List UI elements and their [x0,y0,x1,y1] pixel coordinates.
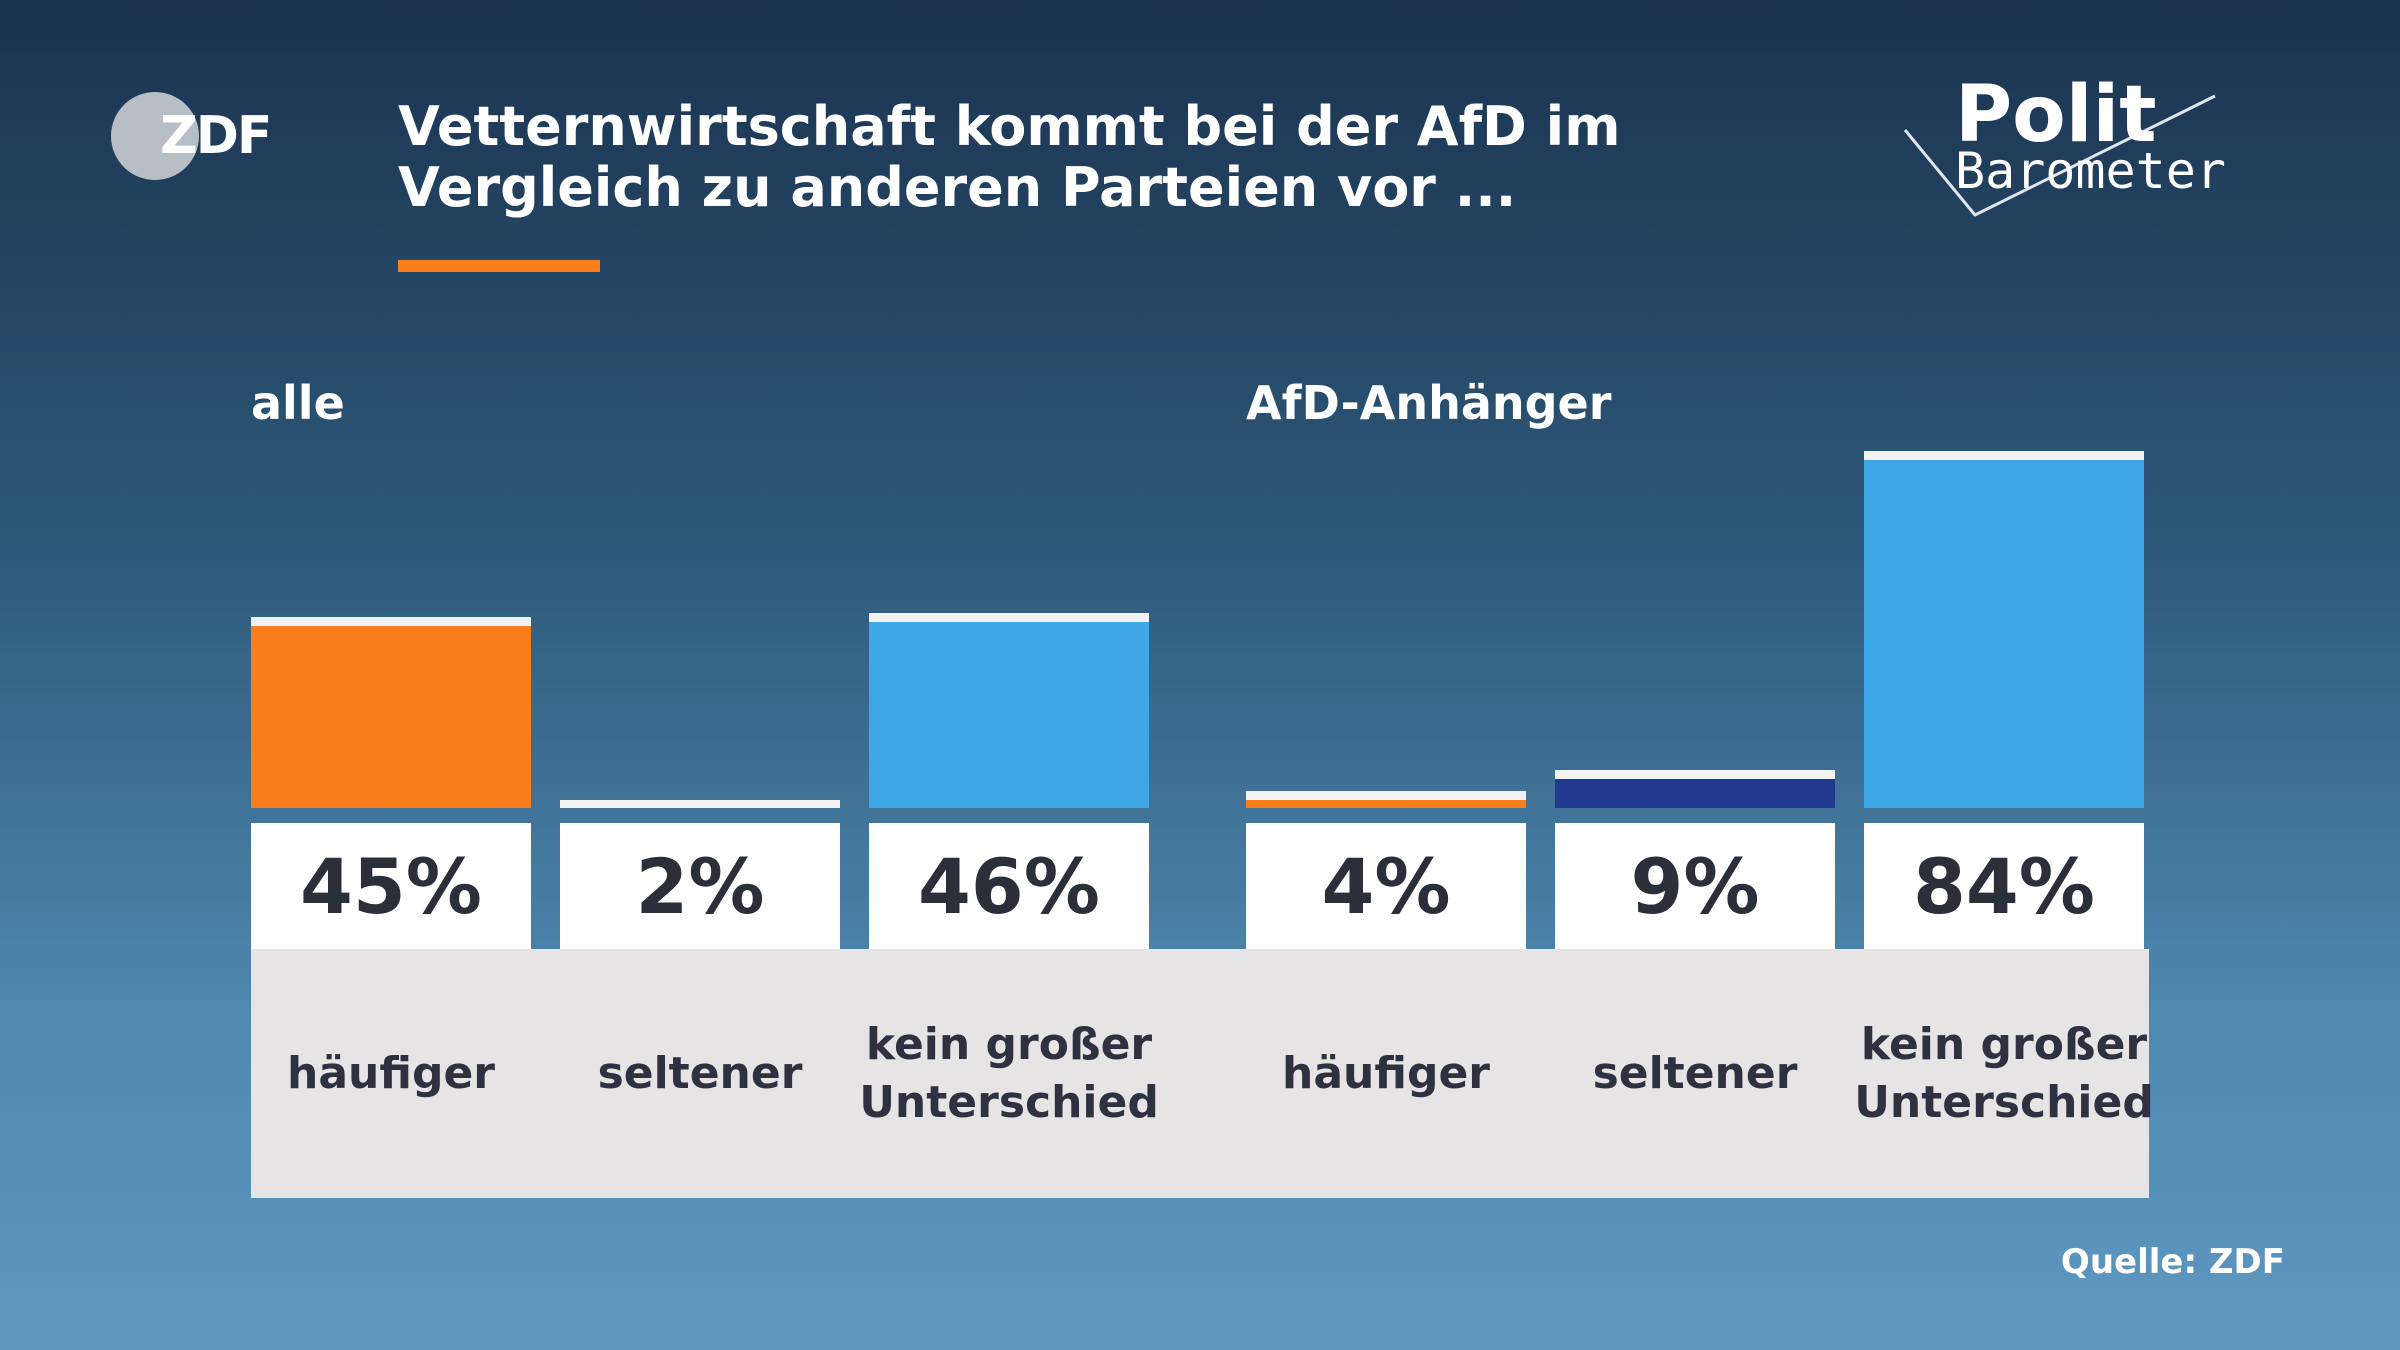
category-background [251,949,2149,1198]
brand-check [1903,94,2216,217]
panel-title: AfD-Anhänger [1246,376,1612,430]
title: Vetternwirtschaft kommt bei der AfD im V… [398,95,1621,219]
category-label: häufiger [287,1047,495,1099]
category-label: seltener [597,1047,803,1099]
value-label: 9% [1555,823,1835,949]
brand: Barometer [1955,142,2226,200]
logo-circle [111,92,199,180]
category-label: kein großer Unterschied [1854,1018,2154,1128]
category-label: seltener [1592,1047,1798,1099]
value-label: 84% [1864,823,2144,949]
bar [1555,769,1835,808]
logo: ZDF [160,106,272,166]
value-label: 2% [560,823,840,949]
bar [251,616,531,808]
title-underline [398,260,600,272]
bar [1864,451,2144,808]
value-label: 46% [869,823,1149,949]
category-label: kein großer Unterschied [859,1018,1159,1128]
category-label: häufiger [1282,1047,1490,1099]
bar [560,799,840,808]
bar [1246,791,1526,808]
value-label: 45% [251,823,531,949]
source: Quelle: ZDF [2060,1242,2285,1282]
brand: Polit [1955,70,2157,160]
value-label: 4% [1246,823,1526,949]
bar [869,612,1149,808]
panel-title: alle [251,376,345,430]
